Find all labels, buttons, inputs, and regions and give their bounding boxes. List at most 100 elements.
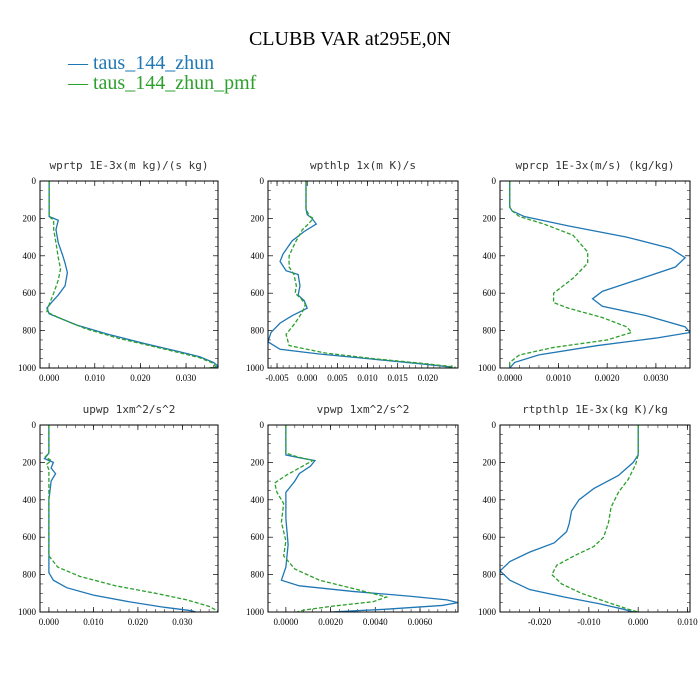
panel-1: wprtp 1E-3x(m kg)/(s kg) 0 200 400 600 800 100… (18, 159, 219, 383)
y-tick-label: 600 (23, 288, 37, 298)
plot-frame (39, 424, 219, 613)
panel-title: vpwp 1xm^2/s^2 (317, 403, 410, 416)
y-tick-label: 0 (492, 420, 497, 430)
x-tick-label: 0.000 (39, 373, 60, 383)
series-line-1 (43, 425, 196, 612)
y-tick-label: 600 (483, 288, 497, 298)
y-tick-label: 800 (483, 570, 497, 580)
series-group (509, 181, 690, 368)
series-line-2 (44, 425, 218, 612)
x-tick-label: 0.000 (628, 617, 649, 627)
y-tick-label: 600 (483, 532, 497, 542)
panel-title: upwp 1xm^2/s^2 (83, 403, 176, 416)
x-tick-label: 0.020 (130, 373, 151, 383)
x-tick-label: 0.0060 (408, 617, 433, 627)
plot-frame (39, 180, 219, 369)
x-tick-label: -0.005 (265, 373, 289, 383)
x-tick-label: 0.0030 (644, 373, 669, 383)
y-tick-label: 0 (260, 176, 265, 186)
x-tick-label: 0.0000 (274, 617, 299, 627)
y-tick-label: 600 (251, 532, 265, 542)
y-tick-label: 0 (32, 176, 37, 186)
legend-entry-taus-144-zhun: — taus_144_zhun (68, 52, 215, 74)
panel-title: wprtp 1E-3x(m kg)/(s kg) (50, 159, 209, 172)
y-tick-label: 600 (23, 532, 37, 542)
panel-5: vpwp 1xm^2/s^2 0 200 400 600 800 1000 0.0000 0.0… (246, 403, 459, 627)
series-line-1 (500, 425, 639, 612)
series-group (43, 425, 218, 612)
x-tick-label: 0.000 (297, 373, 318, 383)
series-line-1 (280, 425, 458, 612)
y-tick-label: 200 (251, 213, 265, 223)
y-tick-label: 200 (23, 457, 37, 467)
y-tick-label: 400 (483, 251, 497, 261)
series-group (268, 181, 456, 368)
y-tick-label: 800 (251, 570, 265, 580)
series-line-2 (509, 181, 633, 368)
series-line-2 (273, 425, 389, 612)
panel-6: rtpthlp 1E-3x(kg K)/kg 0 200 400 600 800 1000 -… (478, 403, 698, 627)
y-tick-label: 200 (23, 213, 37, 223)
y-tick-label: 1000 (246, 363, 265, 373)
x-tick-label: 0.030 (176, 373, 197, 383)
figure-title: CLUBB VAR at295E,0N (248, 28, 452, 50)
y-tick-label: 1000 (18, 363, 37, 373)
y-tick-label: 200 (483, 213, 497, 223)
y-tick-label: 200 (483, 457, 497, 467)
y-tick-label: 400 (23, 251, 37, 261)
x-tick-label: -0.020 (528, 617, 552, 627)
x-tick-label: 0.010 (677, 617, 698, 627)
x-tick-label: 0.015 (388, 373, 409, 383)
y-tick-label: 600 (251, 288, 265, 298)
y-tick-label: 800 (483, 326, 497, 336)
plot-frame (499, 180, 691, 369)
x-tick-label: 0.010 (83, 617, 104, 627)
x-tick-label: 0.020 (418, 373, 439, 383)
y-tick-label: 800 (23, 326, 37, 336)
x-tick-label: 0.020 (128, 617, 149, 627)
y-tick-label: 1000 (478, 607, 497, 617)
panel-3: wprcp 1E-3x(m/s) (kg/kg) 0 200 400 600 800 100… (478, 159, 691, 383)
panel-title: wpthlp 1x(m K)/s (310, 159, 416, 172)
series-line-2 (46, 181, 217, 368)
x-tick-label: 0.005 (327, 373, 348, 383)
x-tick-label: 0.010 (357, 373, 378, 383)
x-tick-label: -0.010 (577, 617, 601, 627)
y-tick-label: 1000 (18, 607, 37, 617)
series-line-2 (285, 181, 456, 368)
y-tick-label: 400 (251, 495, 265, 505)
panel-title: rtpthlp 1E-3x(kg K)/kg (522, 403, 668, 416)
x-tick-label: 0.000 (39, 617, 60, 627)
series-group (500, 425, 639, 612)
x-tick-label: 0.0020 (595, 373, 620, 383)
y-tick-label: 0 (260, 420, 265, 430)
series-line-1 (46, 181, 218, 368)
x-tick-label: 0.0000 (497, 373, 522, 383)
x-tick-label: 0.010 (85, 373, 106, 383)
x-tick-label: 0.0010 (546, 373, 571, 383)
y-tick-label: 0 (492, 176, 497, 186)
y-tick-label: 400 (483, 495, 497, 505)
x-tick-label: 0.030 (172, 617, 193, 627)
panel-2: wpthlp 1x(m K)/s 0 200 400 600 800 1000-0.005 0… (246, 159, 459, 383)
y-tick-label: 800 (23, 570, 37, 580)
series-group (273, 425, 458, 612)
y-tick-label: 1000 (246, 607, 265, 617)
plot-frame (267, 180, 459, 369)
panel-title: wprcp 1E-3x(m/s) (kg/kg) (516, 159, 675, 172)
y-tick-label: 800 (251, 326, 265, 336)
series-line-1 (509, 181, 690, 368)
series-line-2 (551, 425, 639, 612)
y-tick-label: 200 (251, 457, 265, 467)
x-tick-label: 0.0020 (318, 617, 343, 627)
plot-frame (267, 424, 459, 613)
plot-frame (499, 424, 691, 613)
series-group (46, 181, 218, 368)
y-tick-label: 400 (251, 251, 265, 261)
y-tick-label: 400 (23, 495, 37, 505)
series-line-1 (268, 181, 453, 368)
y-tick-label: 0 (32, 420, 37, 430)
x-tick-label: 0.0040 (363, 617, 388, 627)
legend-entry-taus-144-zhun-pmf: — taus_144_zhun_pmf (68, 72, 257, 94)
